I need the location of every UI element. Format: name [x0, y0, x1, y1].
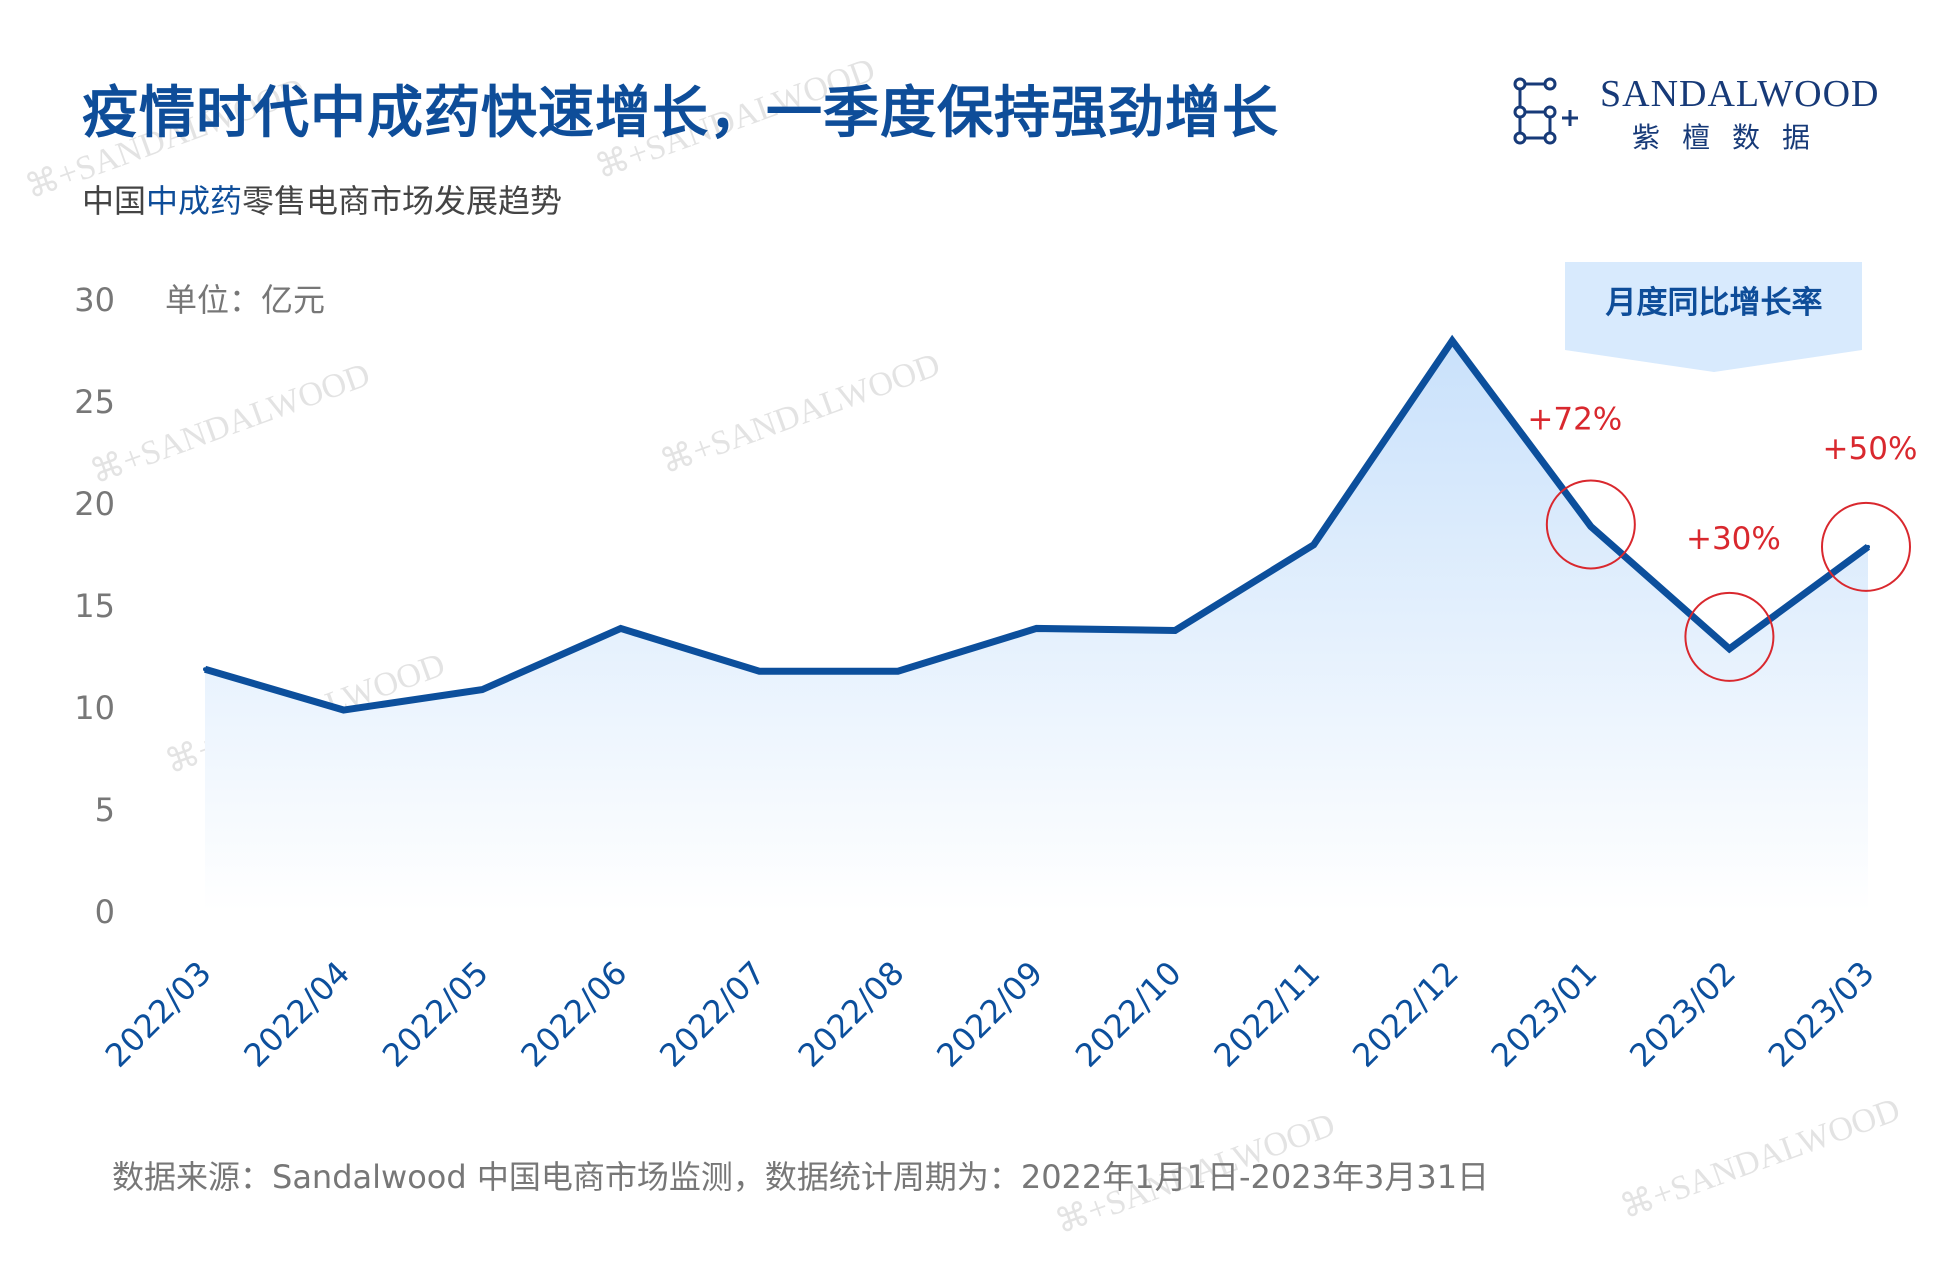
- x-tick-label: 2022/10: [1068, 954, 1189, 1075]
- subtitle-highlight: 中成药: [146, 182, 243, 220]
- brand-name-cn: 紫檀数据: [1632, 121, 1833, 154]
- data-point: [480, 687, 485, 692]
- y-tick-label: 0: [95, 893, 115, 931]
- x-tick-label: 2023/03: [1761, 954, 1882, 1075]
- y-tick-label: 10: [74, 689, 115, 727]
- x-tick-label: 2022/09: [929, 954, 1050, 1075]
- callout-banner: [1565, 262, 1862, 372]
- y-tick-label: 25: [74, 383, 115, 421]
- data-point: [757, 669, 762, 674]
- x-tick-label: 2022/04: [236, 954, 357, 1075]
- y-tick-label: 20: [74, 485, 115, 523]
- x-tick-label: 2022/12: [1345, 954, 1466, 1075]
- x-tick-label: 2022/05: [375, 954, 496, 1075]
- data-point: [341, 708, 346, 713]
- unit-label: 单位：亿元: [165, 281, 325, 319]
- data-point: [618, 626, 623, 631]
- data-point: [1588, 524, 1593, 529]
- data-point: [1727, 646, 1732, 651]
- x-tick-label: 2023/01: [1484, 954, 1605, 1075]
- data-point: [895, 669, 900, 674]
- x-tick-label: 2022/08: [791, 954, 912, 1075]
- brand-logo: SANDALWOOD 紫檀数据: [1510, 72, 1880, 154]
- data-point: [1173, 628, 1178, 633]
- growth-highlight-circle: [1821, 501, 1911, 592]
- data-point: [203, 667, 207, 672]
- brand-name-en: SANDALWOOD: [1600, 73, 1880, 115]
- x-tick-label: 2023/02: [1622, 954, 1743, 1075]
- page-title: 疫情时代中成药快速增长，一季度保持强劲增长: [82, 81, 1279, 146]
- growth-rate-label: +50%: [1823, 431, 1918, 467]
- y-tick-label: 5: [95, 791, 115, 829]
- growth-rate-label: +30%: [1686, 521, 1781, 557]
- growth-highlight-circle: [1545, 479, 1636, 570]
- x-tick-label: 2022/06: [514, 954, 635, 1075]
- data-point: [1450, 338, 1455, 343]
- series-area: [205, 340, 1868, 912]
- data-point: [1311, 542, 1316, 547]
- x-tick-label: 2022/07: [652, 954, 773, 1075]
- data-point: [1034, 626, 1039, 631]
- subtitle-suffix: 零售电商市场发展趋势: [242, 182, 563, 220]
- y-tick-label: 30: [74, 281, 115, 319]
- data-source-note: 数据来源：Sandalwood 中国电商市场监测，数据统计周期为：2022年1月…: [112, 1158, 1490, 1196]
- subtitle-prefix: 中国: [82, 182, 147, 220]
- network-nodes-icon: [1513, 77, 1578, 145]
- growth-rate-label: +72%: [1527, 401, 1622, 437]
- growth-highlight-circle: [1684, 591, 1775, 682]
- y-tick-label: 15: [74, 587, 115, 625]
- data-point: [1866, 544, 1870, 549]
- x-tick-label: 2022/11: [1206, 954, 1327, 1075]
- page-subtitle: 中国中成药零售电商市场发展趋势: [82, 176, 562, 222]
- callout-label: 月度同比增长率: [1606, 285, 1823, 321]
- x-tick-label: 2022/03: [98, 954, 219, 1075]
